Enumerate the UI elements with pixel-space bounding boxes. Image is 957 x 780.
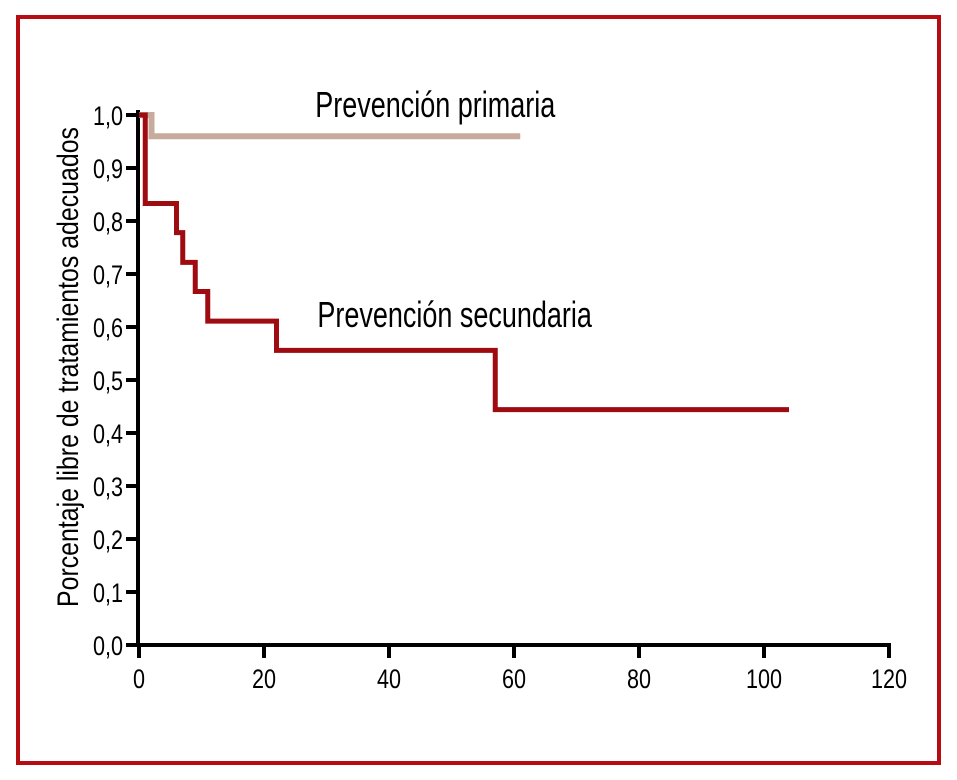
y-tick-label: 0,6 <box>93 314 123 344</box>
y-tick-label: 0,1 <box>93 579 123 609</box>
x-tick-label: 120 <box>871 665 907 695</box>
y-tick-label: 0,2 <box>93 526 123 556</box>
x-tick-label: 60 <box>502 665 526 695</box>
y-tick-label: 0,5 <box>93 367 123 397</box>
y-tick-label: 0,3 <box>93 473 123 503</box>
y-axis-label: Porcentaje libre de tratamientos adecuad… <box>51 127 85 607</box>
y-tick-label: 0,8 <box>93 208 123 238</box>
x-tick-label: 40 <box>377 665 401 695</box>
x-tick-label: 80 <box>627 665 651 695</box>
curve-label-1: Prevención secundaria <box>317 294 592 335</box>
figure-border <box>16 15 941 765</box>
x-tick-label: 20 <box>252 665 276 695</box>
y-tick-label: 0,0 <box>93 632 123 662</box>
y-tick-label: 0,7 <box>93 261 123 291</box>
y-tick-label: 0,9 <box>93 155 123 185</box>
y-tick-label: 0,4 <box>93 420 123 450</box>
x-tick-label: 0 <box>133 665 145 695</box>
series-curve-prevenci-n-secundaria <box>139 112 789 413</box>
x-tick-label: 100 <box>746 665 782 695</box>
y-tick-label: 1,0 <box>93 102 123 132</box>
curve-label-0: Prevención primaria <box>315 84 555 125</box>
